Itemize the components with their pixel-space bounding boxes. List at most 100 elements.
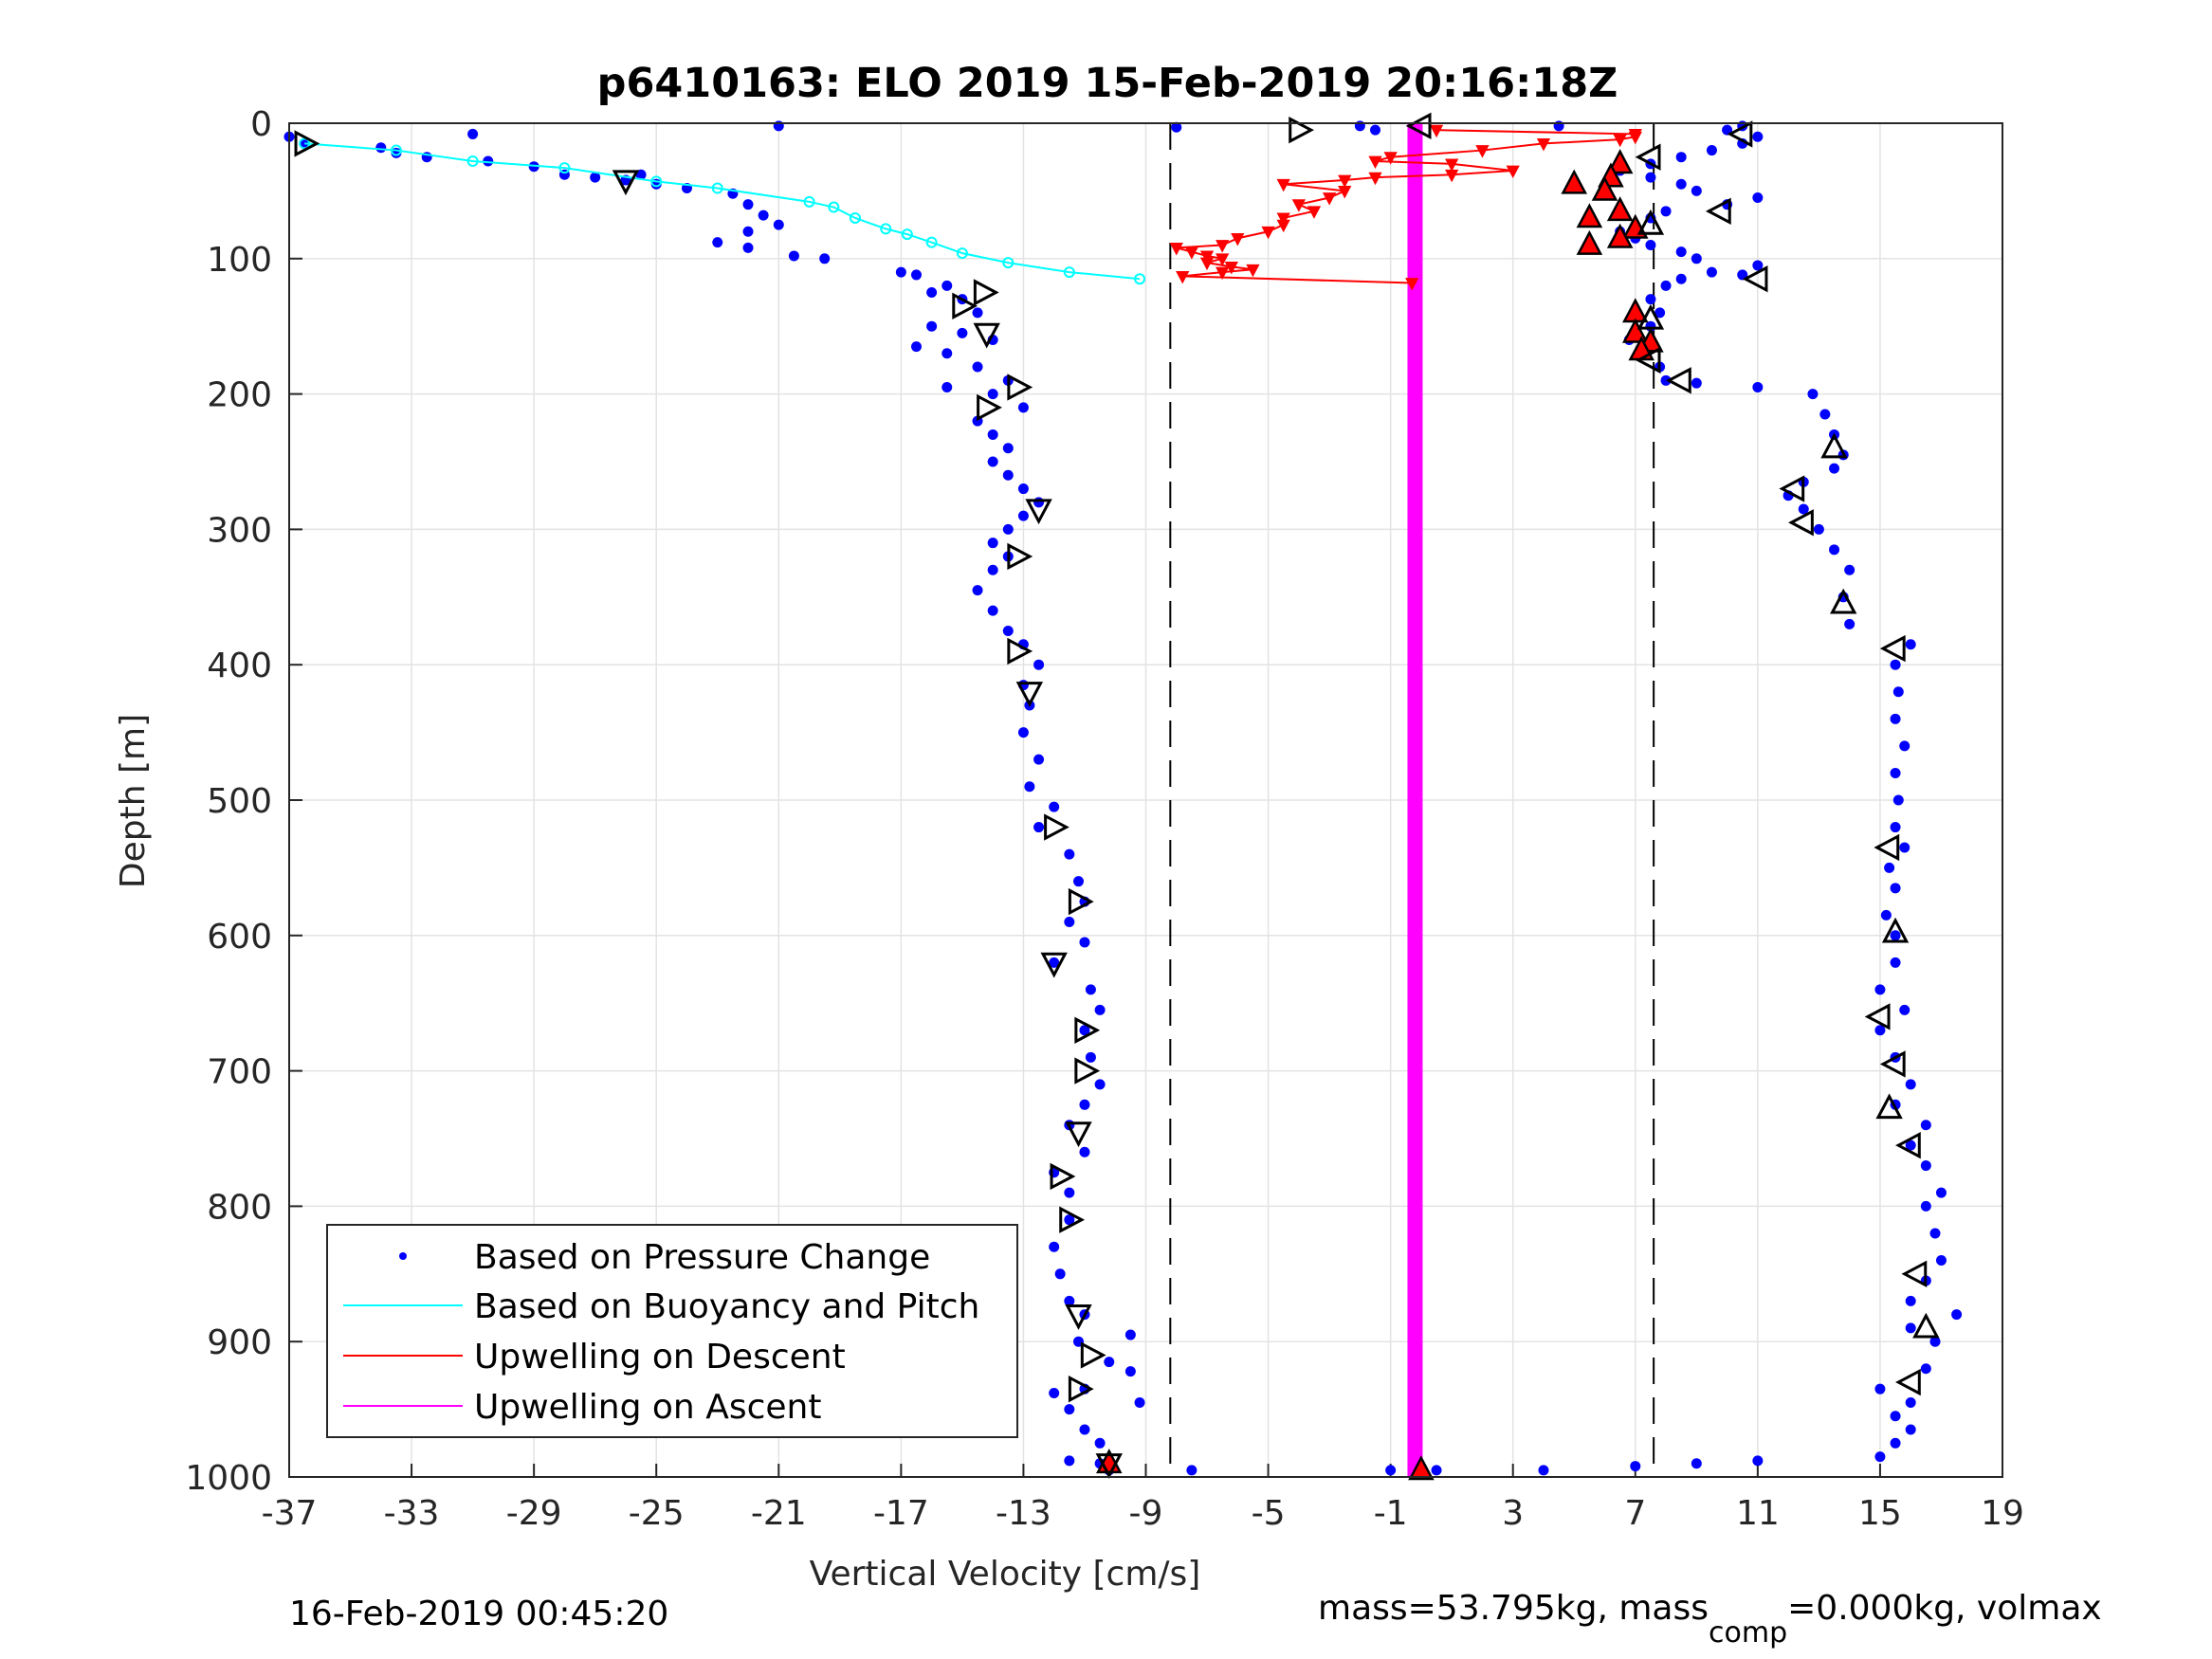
- pressure-change-point: [1124, 1366, 1136, 1377]
- pressure-change-point: [1079, 1424, 1090, 1435]
- pressure-change-point: [1920, 1363, 1931, 1375]
- pressure-change-point: [1813, 523, 1824, 535]
- buoyancy-pitch-point: [956, 247, 968, 260]
- pressure-change-point: [1890, 713, 1901, 724]
- pressure-change-point: [1385, 1465, 1397, 1476]
- x-tick-label: -37: [262, 1494, 318, 1533]
- pressure-change-point: [375, 142, 387, 154]
- pressure-change-point: [1630, 1461, 1641, 1472]
- descent-pitch-marker: [952, 292, 978, 319]
- pressure-change-point: [1890, 1437, 1901, 1449]
- descent-pitch-marker: [1068, 1375, 1094, 1403]
- buoyancy-pitch-line: [304, 142, 1141, 281]
- upwelling-descent-point: [1231, 232, 1245, 246]
- pressure-change-point: [957, 327, 968, 338]
- x-axis-label: Vertical Velocity [cm/s]: [810, 1555, 1201, 1594]
- ascent-pitch-marker: [1405, 112, 1432, 140]
- pressure-change-point: [1829, 463, 1840, 474]
- pressure-change-point: [1024, 781, 1035, 793]
- upwelling-descent-point: [1276, 212, 1290, 227]
- ascent-upwelling-triangle: [1606, 223, 1634, 248]
- pressure-change-point: [987, 538, 998, 549]
- ascent-pitch-marker: [1875, 1093, 1903, 1120]
- pressure-change-point: [1752, 1455, 1764, 1467]
- y-tick-label: 400: [207, 647, 272, 685]
- pressure-change-point: [1899, 1004, 1910, 1015]
- upwelling-descent-point: [1276, 219, 1290, 233]
- upwelling-descent-point: [1176, 270, 1190, 284]
- ascent-pitch-marker: [1779, 475, 1805, 502]
- x-tick-label: -25: [629, 1494, 685, 1533]
- ascent-upwelling-triangle: [1561, 169, 1588, 194]
- pressure-change-point: [1874, 984, 1886, 995]
- pressure-change-point: [1691, 1458, 1702, 1469]
- legend-swatch-pressure: [399, 1252, 407, 1260]
- pressure-change-point: [788, 250, 799, 262]
- pressure-change-point: [1033, 659, 1045, 670]
- pressure-change-point: [1073, 876, 1085, 887]
- pressure-change-point: [1752, 381, 1764, 392]
- descent-pitch-marker: [1065, 1304, 1092, 1330]
- upwelling-descent-point: [1383, 152, 1398, 165]
- buoyancy-pitch-point: [1134, 273, 1146, 285]
- ascent-pitch-marker: [1879, 634, 1906, 663]
- descent-pitch-marker: [294, 130, 320, 157]
- legend-label-buoyancy: Based on Buoyancy and Pitch: [474, 1287, 979, 1326]
- upwelling-descent-point: [1475, 145, 1490, 158]
- pressure-change-point: [1807, 389, 1819, 400]
- upwelling-descent-point: [1261, 226, 1275, 240]
- pressure-change-point: [1905, 1295, 1916, 1306]
- pressure-change-point: [1654, 307, 1666, 319]
- pressure-change-point: [1002, 443, 1014, 454]
- footer-timestamp: 16-Feb-2019 00:45:20: [289, 1595, 668, 1633]
- footer-mass-part2: =0.000kg, volmax: [1787, 1589, 2102, 1628]
- ascent-pitch-marker: [1742, 265, 1768, 293]
- pressure-change-point: [1094, 1079, 1106, 1090]
- upwelling-descent-point: [1246, 264, 1260, 278]
- pressure-change-point: [941, 381, 953, 392]
- pressure-change-point: [1905, 639, 1916, 650]
- x-tick-labels: -37 -33 -29 -25 -21 -17 -13 -9 -5 -1 3 7 11 15 19: [262, 1494, 2024, 1533]
- upwelling-descent-point: [1338, 174, 1352, 189]
- upwelling-descent-point: [1368, 172, 1382, 186]
- pressure-change-point: [1844, 564, 1856, 575]
- descent-pitch-marker: [1050, 1162, 1076, 1191]
- pressure-change-point: [895, 266, 906, 278]
- pressure-change-point: [1890, 767, 1901, 778]
- pressure-change-point: [1079, 1146, 1090, 1158]
- pressure-change-point: [1079, 1025, 1090, 1036]
- pressure-change-point: [1935, 1255, 1947, 1267]
- pressure-change-point: [1370, 124, 1381, 136]
- footer-mass-part1: mass=53.795kg, mass: [1318, 1589, 1709, 1628]
- descent-pitch-marker: [973, 322, 1000, 349]
- y-tick-label: 1000: [185, 1459, 272, 1498]
- buoyancy-pitch-point: [1002, 257, 1015, 269]
- pressure-change-point: [1049, 1241, 1060, 1252]
- pressure-change-point: [1675, 273, 1687, 284]
- y-axis-label: Depth [m]: [114, 714, 153, 888]
- pressure-change-point: [1890, 957, 1901, 968]
- pressure-change-point: [1094, 1437, 1106, 1449]
- pressure-change-point: [926, 320, 938, 332]
- descent-pitch-marker: [1065, 1121, 1092, 1148]
- y-tick-label: 800: [207, 1188, 272, 1227]
- y-tick-label: 700: [207, 1053, 272, 1092]
- x-tick-label: 3: [1502, 1494, 1524, 1533]
- pressure-change-point: [1920, 1160, 1931, 1172]
- pressure-change-point: [742, 199, 754, 210]
- pressure-change-point: [1079, 937, 1090, 948]
- descent-pitch-marker: [1074, 1057, 1101, 1085]
- buoyancy-pitch-point: [901, 228, 913, 241]
- pressure-change-point: [987, 389, 998, 400]
- pressure-change-point: [1890, 883, 1901, 894]
- pressure-change-point: [1675, 246, 1687, 258]
- ascent-upwelling-triangle: [1408, 1455, 1435, 1481]
- pressure-change-point: [1049, 957, 1060, 968]
- pressure-change-point: [1819, 409, 1831, 420]
- pressure-change-point: [1874, 1451, 1886, 1463]
- pressure-change-point: [1645, 294, 1656, 305]
- upwelling-descent-point: [1445, 158, 1459, 172]
- pressure-change-point: [1844, 618, 1856, 629]
- upwelling-descent-point: [1291, 199, 1306, 212]
- descent-pitch-marker: [1044, 813, 1069, 841]
